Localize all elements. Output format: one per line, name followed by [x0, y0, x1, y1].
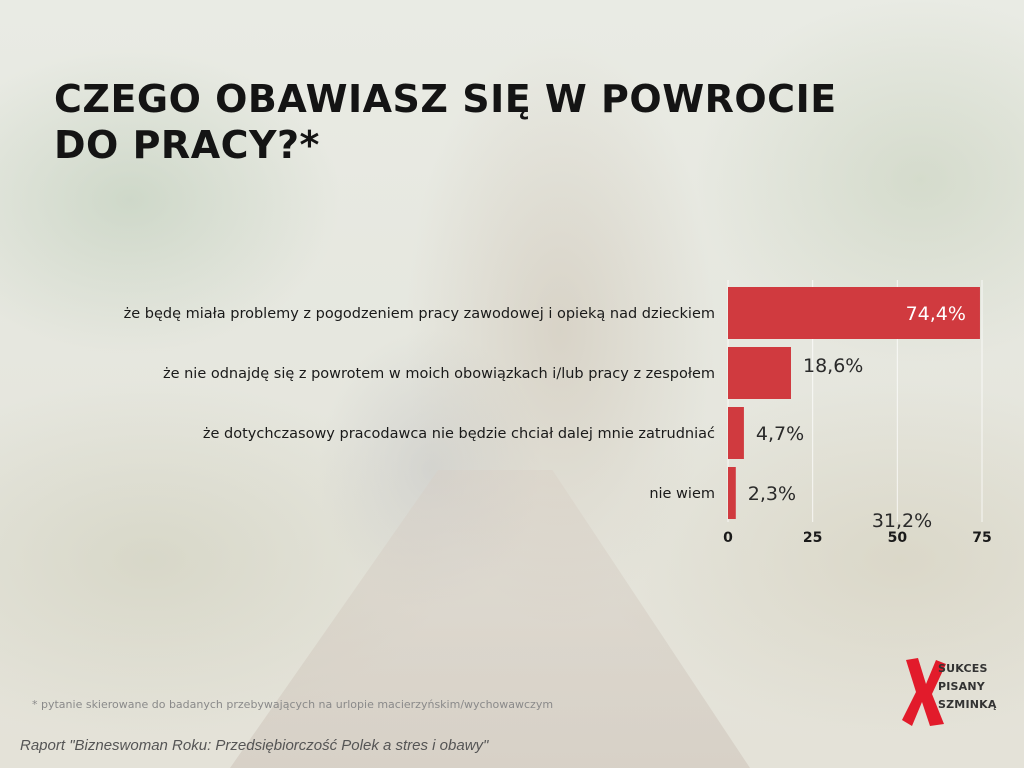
bar-3: [728, 407, 744, 459]
chart-title: CZEGO OBAWIASZ SIĘ W POWROCIE DO PRACY?*: [54, 77, 837, 167]
x-tick-label-50: 50: [888, 530, 908, 546]
chart-value-labels: 74,4% 18,6% 4,7% 2,3%: [748, 303, 966, 505]
value-label-1: 74,4%: [906, 303, 966, 325]
category-label-1: że będę miała problemy z pogodzeniem pra…: [124, 306, 715, 322]
chart-bars: [728, 287, 980, 519]
category-label-3: że dotychczasowy pracodawca nie będzie c…: [203, 426, 715, 442]
chart-annotation: 31,2%: [872, 510, 932, 532]
category-label-4: nie wiem: [649, 486, 715, 502]
chart-x-ticks: 0 25 50 75: [723, 530, 992, 546]
value-label-3: 4,7%: [756, 423, 804, 445]
bar-4: [728, 467, 736, 519]
value-label-4: 2,3%: [748, 483, 796, 505]
bar-2: [728, 347, 791, 399]
logo-word-3: SZMINKĄ: [938, 698, 997, 711]
footnote: * pytanie skierowane do badanych przebyw…: [32, 698, 554, 711]
x-tick-label-75: 75: [972, 530, 991, 546]
x-tick-label-0: 0: [723, 530, 733, 546]
bar-1: [728, 287, 980, 339]
source-note: Raport "Bizneswoman Roku: Przedsiębiorcz…: [20, 737, 489, 754]
logo-word-1: SUKCES: [938, 662, 988, 675]
x-mark-icon: [902, 658, 946, 726]
logo-word-2: PISANY: [938, 680, 985, 693]
value-label-2: 18,6%: [803, 355, 863, 377]
category-label-2: że nie odnajdę się z powrotem w moich ob…: [163, 366, 715, 382]
chart-category-labels: że będę miała problemy z pogodzeniem pra…: [124, 306, 715, 502]
brand-logo: SUKCES PISANY SZMINKĄ: [900, 652, 1000, 732]
x-tick-label-25: 25: [803, 530, 822, 546]
